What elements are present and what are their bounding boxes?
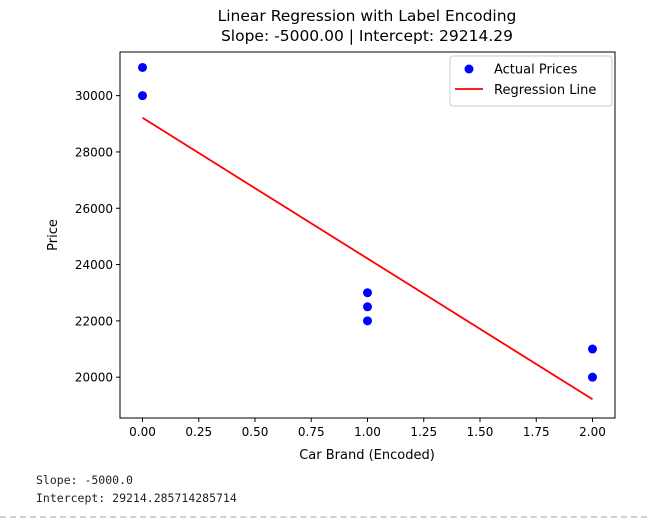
data-point xyxy=(138,62,147,72)
x-tick-label: 1.75 xyxy=(523,425,550,439)
data-point xyxy=(138,91,147,101)
y-tick-label: 24000 xyxy=(75,258,113,272)
legend-label-actual-prices: Actual Prices xyxy=(494,63,578,78)
x-tick-label: 1.00 xyxy=(354,425,381,439)
x-tick-label: 0.50 xyxy=(242,425,269,439)
data-point xyxy=(588,344,597,354)
data-point xyxy=(363,288,372,298)
x-tick-label: 2.00 xyxy=(579,425,606,439)
y-tick-label: 30000 xyxy=(75,89,113,103)
output-intercept: Intercept: 29214.285714285714 xyxy=(36,491,237,505)
chart-title: Linear Regression with Label Encoding xyxy=(218,7,517,25)
data-point xyxy=(588,372,597,382)
x-axis-label: Car Brand (Encoded) xyxy=(299,448,435,463)
x-tick-label: 0.75 xyxy=(298,425,325,439)
legend: Actual Prices Regression Line xyxy=(449,55,613,107)
y-tick-label: 26000 xyxy=(75,202,113,216)
y-tick-label: 22000 xyxy=(75,314,113,328)
y-tick-label: 28000 xyxy=(75,145,113,159)
output-slope: Slope: -5000.0 xyxy=(36,473,133,487)
legend-box xyxy=(449,55,613,107)
regression-line xyxy=(142,116,593,401)
plot-frame xyxy=(119,51,616,419)
x-tick-label: 1.25 xyxy=(410,425,437,439)
data-point xyxy=(363,316,372,326)
y-axis-label: Price xyxy=(46,219,61,251)
x-tick-label: 0.00 xyxy=(129,425,156,439)
x-tick-label: 0.25 xyxy=(185,425,212,439)
legend-label-regression-line: Regression Line xyxy=(494,83,596,98)
legend-marker-actual-prices xyxy=(464,64,474,74)
data-point xyxy=(363,302,372,312)
chart-subtitle: Slope: -5000.00 | Intercept: 29214.29 xyxy=(221,27,513,45)
x-tick-label: 1.50 xyxy=(467,425,494,439)
y-tick-label: 20000 xyxy=(75,371,113,385)
cell-divider xyxy=(0,516,647,518)
